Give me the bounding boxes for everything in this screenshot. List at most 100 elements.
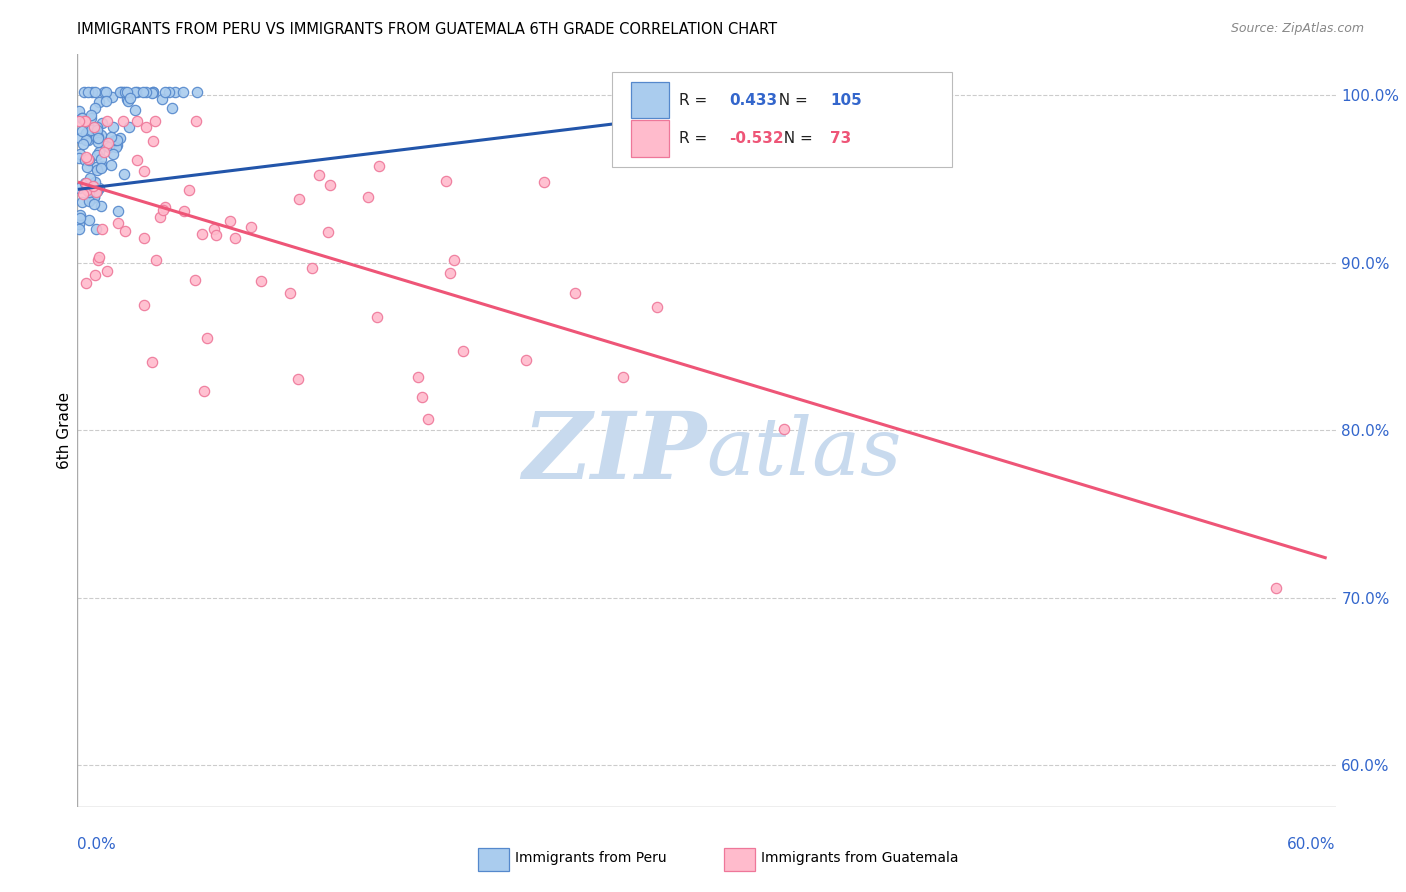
Point [152, 203, 174, 218]
Point [186, 85, 208, 99]
Point [112, 167, 135, 181]
Point [80, 111, 103, 125]
Point [98, 140, 121, 154]
Y-axis label: 6th Grade: 6th Grade [56, 392, 72, 469]
Point [150, 91, 173, 105]
Point [77, 133, 100, 147]
Point [69, 208, 91, 222]
Point [177, 183, 200, 197]
Text: atlas: atlas [707, 414, 901, 491]
Point [69, 131, 91, 145]
Point [278, 285, 301, 300]
Point [204, 228, 226, 243]
Point [67, 104, 90, 119]
Point [125, 113, 148, 128]
Point [87, 250, 110, 264]
Point [108, 130, 131, 145]
Point [86, 130, 108, 145]
Point [408, 369, 430, 384]
Point [132, 298, 155, 312]
Point [80, 182, 103, 196]
Point [117, 85, 139, 99]
Point [86, 148, 108, 162]
Point [75, 150, 97, 164]
Point [108, 85, 131, 99]
Point [73, 113, 96, 128]
Point [75, 126, 97, 140]
Point [533, 175, 555, 189]
Point [149, 211, 172, 225]
Point [76, 152, 98, 166]
Point [69, 211, 91, 226]
Point [94, 94, 117, 108]
Point [132, 85, 155, 99]
Point [287, 192, 309, 206]
Point [96, 139, 118, 153]
Point [97, 136, 120, 150]
Point [157, 85, 180, 99]
Text: 60.0%: 60.0% [1288, 838, 1336, 853]
Point [118, 91, 141, 105]
Point [75, 113, 97, 128]
Point [86, 162, 108, 177]
Point [173, 203, 195, 218]
Text: N =: N = [769, 93, 813, 108]
Point [87, 145, 110, 159]
Point [101, 146, 124, 161]
Point [100, 130, 122, 145]
Text: 0.433: 0.433 [730, 93, 778, 108]
Point [83, 101, 105, 115]
Point [155, 85, 177, 99]
Point [191, 227, 214, 241]
Point [515, 352, 537, 367]
Point [93, 145, 115, 159]
Point [357, 190, 380, 204]
Point [224, 231, 246, 245]
Point [117, 94, 139, 108]
Point [84, 160, 107, 174]
Point [773, 422, 796, 436]
Point [83, 197, 105, 211]
Text: -0.532: -0.532 [730, 131, 783, 146]
Point [142, 85, 165, 99]
Point [193, 384, 215, 399]
Point [83, 85, 105, 99]
Point [80, 85, 103, 99]
Point [79, 170, 101, 185]
Point [249, 274, 271, 288]
Point [316, 225, 339, 239]
Text: IMMIGRANTS FROM PERU VS IMMIGRANTS FROM GUATEMALA 6TH GRADE CORRELATION CHART: IMMIGRANTS FROM PERU VS IMMIGRANTS FROM … [77, 22, 778, 37]
Point [82, 190, 104, 204]
Point [124, 85, 146, 99]
Point [564, 285, 586, 300]
Point [76, 85, 98, 99]
Point [73, 153, 96, 168]
Point [111, 113, 134, 128]
Point [90, 222, 112, 236]
Point [105, 138, 128, 153]
Text: 105: 105 [830, 93, 862, 108]
Point [83, 190, 105, 204]
Point [186, 113, 208, 128]
Point [195, 331, 218, 345]
Point [443, 253, 465, 268]
Point [366, 310, 388, 324]
Point [86, 184, 108, 198]
Point [72, 136, 94, 151]
Point [153, 200, 176, 214]
Point [439, 266, 461, 280]
Point [94, 85, 117, 99]
Point [82, 179, 104, 194]
Point [77, 194, 100, 209]
Point [112, 85, 135, 99]
Point [202, 221, 225, 235]
Point [124, 103, 146, 117]
Point [80, 108, 103, 122]
Point [77, 186, 100, 200]
Point [76, 126, 98, 140]
Point [142, 134, 165, 148]
Point [143, 113, 166, 128]
Bar [631, 120, 669, 157]
Point [142, 85, 165, 99]
Point [145, 253, 167, 268]
